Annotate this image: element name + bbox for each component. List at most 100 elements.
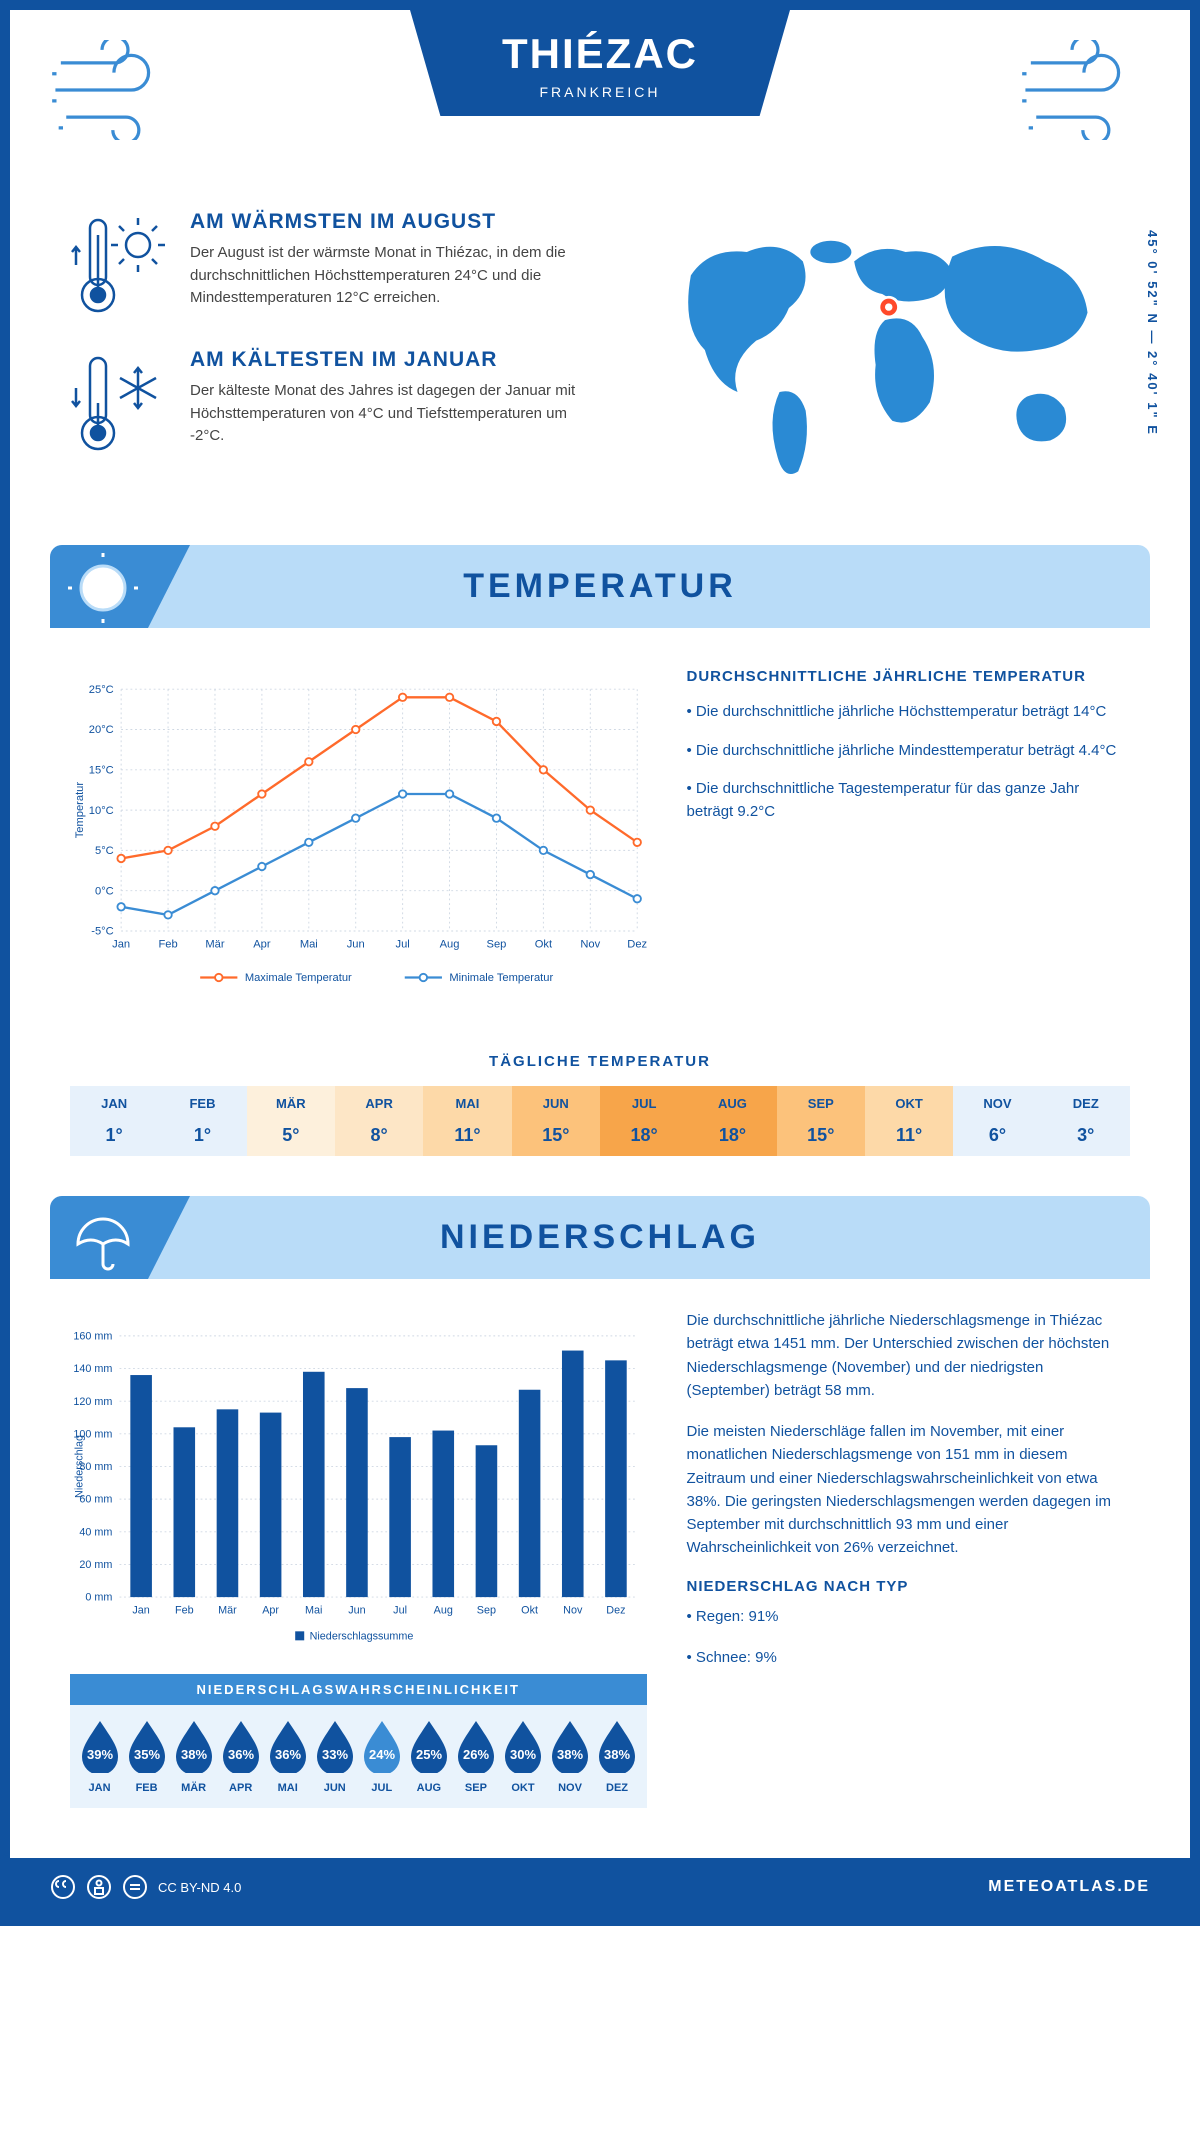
- temp-stat-line: • Die durchschnittliche jährliche Mindes…: [687, 740, 1130, 763]
- svg-text:38%: 38%: [557, 1747, 583, 1762]
- coldest-title: AM KÄLTESTEN IM JANUAR: [190, 348, 604, 372]
- probability-drop: 36%MAI: [264, 1719, 311, 1794]
- svg-text:Okt: Okt: [521, 1604, 538, 1616]
- sun-icon: [68, 553, 138, 623]
- temperature-line-chart: -5°C 0°C 5°C 10°C 15°C 20°C 25°C Jan Feb Mär Apr Ma…: [70, 668, 647, 1013]
- svg-text:36%: 36%: [275, 1747, 301, 1762]
- coordinates: 45° 0' 52" N — 2° 40' 1" E: [1145, 230, 1160, 436]
- svg-text:5°C: 5°C: [95, 845, 114, 857]
- svg-text:0 mm: 0 mm: [85, 1592, 112, 1604]
- probability-drop: 25%AUG: [405, 1719, 452, 1794]
- svg-text:Niederschlagssumme: Niederschlagssumme: [310, 1630, 414, 1642]
- probability-drop: 36%APR: [217, 1719, 264, 1794]
- svg-text:160 mm: 160 mm: [73, 1330, 112, 1342]
- svg-text:Feb: Feb: [158, 939, 177, 951]
- daily-cell: MÄR5°: [247, 1086, 335, 1156]
- svg-text:Feb: Feb: [175, 1604, 194, 1616]
- svg-text:Okt: Okt: [535, 939, 553, 951]
- wind-icon: [1020, 40, 1150, 140]
- svg-text:15°C: 15°C: [89, 765, 114, 777]
- svg-text:Nov: Nov: [563, 1604, 583, 1616]
- probability-drop: 30%OKT: [499, 1719, 546, 1794]
- probability-box: NIEDERSCHLAGSWAHRSCHEINLICHKEIT 39%JAN35…: [70, 1674, 647, 1808]
- wind-icon: [50, 40, 180, 140]
- svg-text:0°C: 0°C: [95, 885, 114, 897]
- svg-text:Jun: Jun: [347, 939, 365, 951]
- svg-text:36%: 36%: [228, 1747, 254, 1762]
- svg-text:35%: 35%: [134, 1747, 160, 1762]
- temp-stat-line: • Die durchschnittliche jährliche Höchst…: [687, 701, 1130, 724]
- probability-drop: 33%JUN: [311, 1719, 358, 1794]
- daily-cell: DEZ3°: [1042, 1086, 1130, 1156]
- svg-text:Jul: Jul: [393, 1604, 407, 1616]
- svg-text:120 mm: 120 mm: [73, 1396, 112, 1408]
- svg-text:Minimale Temperatur: Minimale Temperatur: [449, 972, 553, 984]
- daily-cell: JUL18°: [600, 1086, 688, 1156]
- svg-text:38%: 38%: [181, 1747, 207, 1762]
- world-map: 45° 0' 52" N — 2° 40' 1" E: [644, 210, 1130, 495]
- thermometer-snow-icon: [70, 348, 170, 458]
- svg-text:39%: 39%: [87, 1747, 113, 1762]
- svg-text:Maximale Temperatur: Maximale Temperatur: [245, 972, 352, 984]
- svg-text:Mär: Mär: [205, 939, 224, 951]
- probability-drop: 35%FEB: [123, 1719, 170, 1794]
- svg-text:Niederschlag: Niederschlag: [74, 1435, 86, 1498]
- svg-text:38%: 38%: [604, 1747, 630, 1762]
- daily-cell: OKT11°: [865, 1086, 953, 1156]
- probability-drop: 39%JAN: [76, 1719, 123, 1794]
- svg-text:Nov: Nov: [580, 939, 600, 951]
- svg-text:Apr: Apr: [253, 939, 271, 951]
- precip-paragraph: Die durchschnittliche jährliche Niedersc…: [687, 1309, 1130, 1402]
- thermometer-sun-icon: [70, 210, 170, 320]
- umbrella-icon: [68, 1204, 138, 1274]
- probability-drop: 38%MÄR: [170, 1719, 217, 1794]
- svg-text:25°C: 25°C: [89, 684, 114, 696]
- probability-title: NIEDERSCHLAGSWAHRSCHEINLICHKEIT: [70, 1674, 647, 1705]
- svg-text:20 mm: 20 mm: [79, 1559, 112, 1571]
- daily-temp-grid: JAN1°FEB1°MÄR5°APR8°MAI11°JUN15°JUL18°AU…: [70, 1086, 1130, 1156]
- svg-text:Mär: Mär: [218, 1604, 237, 1616]
- svg-text:26%: 26%: [463, 1747, 489, 1762]
- footer: CC BY-ND 4.0 METEOATLAS.DE: [10, 1858, 1190, 1916]
- daily-cell: AUG18°: [688, 1086, 776, 1156]
- daily-cell: JAN1°: [70, 1086, 158, 1156]
- section-precipitation: NIEDERSCHLAG: [50, 1196, 1150, 1279]
- probability-drop: 38%NOV: [546, 1719, 593, 1794]
- svg-text:Sep: Sep: [487, 939, 507, 951]
- precip-paragraph: Die meisten Niederschläge fallen im Nove…: [687, 1420, 1130, 1560]
- header: THIÉZAC FRANKREICH: [10, 10, 1190, 210]
- svg-text:33%: 33%: [322, 1747, 348, 1762]
- svg-text:Apr: Apr: [262, 1604, 279, 1616]
- city-title: THIÉZAC: [470, 30, 730, 78]
- svg-text:Jan: Jan: [112, 939, 130, 951]
- precipitation-bar-chart: 0 mm20 mm40 mm60 mm80 mm100 mm120 mm140 …: [70, 1309, 647, 1669]
- precip-type-snow: • Schnee: 9%: [687, 1646, 1130, 1669]
- section-temperature: TEMPERATUR: [50, 545, 1150, 628]
- probability-drop: 26%SEP: [452, 1719, 499, 1794]
- coldest-text: Der kälteste Monat des Jahres ist dagege…: [190, 380, 604, 448]
- svg-text:Jun: Jun: [348, 1604, 365, 1616]
- daily-cell: MAI11°: [423, 1086, 511, 1156]
- title-banner: THIÉZAC FRANKREICH: [410, 10, 790, 116]
- svg-text:-5°C: -5°C: [91, 926, 113, 938]
- svg-text:140 mm: 140 mm: [73, 1363, 112, 1375]
- daily-cell: APR8°: [335, 1086, 423, 1156]
- svg-text:24%: 24%: [369, 1747, 395, 1762]
- daily-temp-title: TÄGLICHE TEMPERATUR: [10, 1053, 1190, 1070]
- svg-text:Dez: Dez: [627, 939, 646, 951]
- by-icon: [86, 1874, 112, 1900]
- svg-text:40 mm: 40 mm: [79, 1526, 112, 1538]
- daily-cell: FEB1°: [158, 1086, 246, 1156]
- country: FRANKREICH: [470, 84, 730, 100]
- svg-text:Aug: Aug: [434, 1604, 453, 1616]
- svg-text:Jul: Jul: [396, 939, 410, 951]
- svg-text:Jan: Jan: [132, 1604, 149, 1616]
- svg-text:10°C: 10°C: [89, 805, 114, 817]
- svg-text:20°C: 20°C: [89, 724, 114, 736]
- warmest-block: AM WÄRMSTEN IM AUGUST Der August ist der…: [70, 210, 604, 320]
- precip-type-rain: • Regen: 91%: [687, 1605, 1130, 1628]
- site-name: METEOATLAS.DE: [988, 1878, 1150, 1896]
- svg-text:Temperatur: Temperatur: [74, 782, 86, 839]
- svg-text:Aug: Aug: [440, 939, 460, 951]
- warmest-title: AM WÄRMSTEN IM AUGUST: [190, 210, 604, 234]
